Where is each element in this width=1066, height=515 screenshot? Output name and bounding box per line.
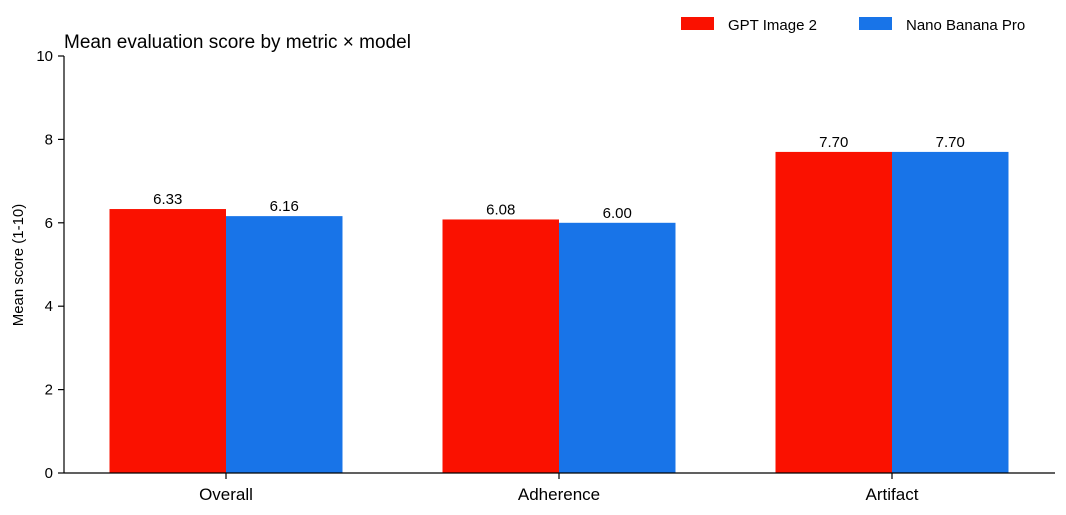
- data-label-nano-banana-pro-adherence: 6.00: [603, 205, 632, 222]
- y-tick-label-4: 4: [45, 298, 53, 315]
- x-tick-label-adherence: Adherence: [518, 485, 600, 504]
- plot-area: 0 2 4 6 8 10 6.33 6.16 Overall 6.08 6.00 Adherence 7…: [36, 48, 1009, 504]
- y-tick-label-2: 2: [45, 382, 53, 399]
- bar-gpt-image-2-adherence: [442, 219, 559, 473]
- legend-label-nano-banana-pro: Nano Banana Pro: [906, 17, 1025, 34]
- data-label-nano-banana-pro-overall: 6.16: [270, 198, 299, 215]
- bar-nano-banana-pro-adherence: [559, 222, 676, 473]
- y-axis-title: Mean score (1-10): [10, 204, 27, 327]
- x-tick-label-artifact: Artifact: [866, 485, 919, 504]
- y-tick-label-0: 0: [45, 465, 53, 482]
- y-tick-label-8: 8: [45, 131, 53, 148]
- data-label-gpt-image-2-overall: 6.33: [153, 191, 182, 208]
- bar-gpt-image-2-artifact: [775, 151, 892, 473]
- x-tick-label-overall: Overall: [199, 485, 253, 504]
- data-label-nano-banana-pro-artifact: 7.70: [936, 134, 965, 151]
- bar-nano-banana-pro-artifact: [892, 151, 1009, 473]
- data-label-gpt-image-2-artifact: 7.70: [819, 134, 848, 151]
- y-tick-label-10: 10: [36, 48, 53, 65]
- y-tick-label-6: 6: [45, 215, 53, 232]
- data-label-gpt-image-2-adherence: 6.08: [486, 201, 515, 218]
- chart-title: Mean evaluation score by metric × model: [64, 32, 411, 53]
- bar-gpt-image-2-overall: [109, 209, 226, 473]
- legend-swatch-nano-banana-pro: [859, 17, 892, 30]
- legend: GPT Image 2 Nano Banana Pro: [681, 17, 1025, 34]
- legend-label-gpt-image-2: GPT Image 2: [728, 17, 817, 34]
- bar-nano-banana-pro-overall: [226, 216, 343, 474]
- legend-swatch-gpt-image-2: [681, 17, 714, 30]
